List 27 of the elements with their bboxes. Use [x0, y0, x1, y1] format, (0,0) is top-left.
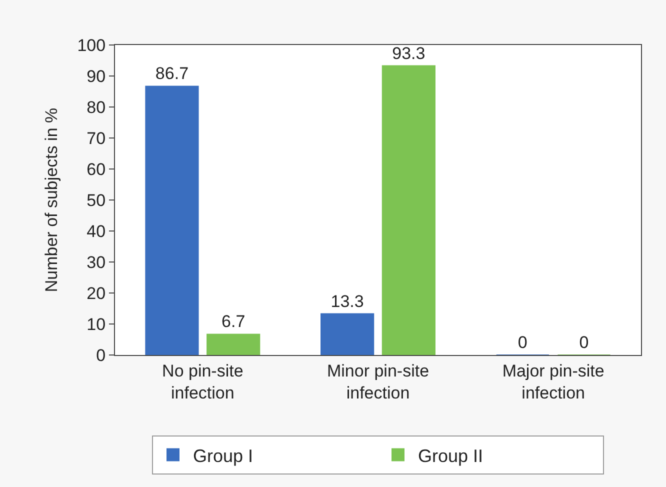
x-tick-label: Major pin-site infection: [502, 361, 604, 402]
y-tick-label: 30: [86, 252, 106, 272]
data-label: 0: [518, 333, 528, 352]
legend-label: Group II: [418, 446, 484, 466]
bar: [320, 313, 374, 355]
y-tick-label: 80: [86, 98, 106, 117]
bar: [206, 334, 260, 355]
y-tick-label: 100: [77, 36, 106, 55]
x-tick-label: Minor pin-site infection: [326, 361, 430, 402]
data-label: 13.3: [330, 292, 364, 311]
data-label: 0: [579, 333, 589, 352]
y-tick-label: 90: [86, 66, 106, 86]
y-axis-title: Number of subjects in %: [42, 108, 61, 292]
bar: [382, 65, 436, 355]
y-tick-label: 40: [86, 222, 106, 241]
y-tick-label: 0: [96, 346, 106, 365]
y-tick-label: 50: [86, 190, 106, 210]
bar: [145, 86, 199, 355]
data-label: 93.3: [392, 44, 426, 63]
y-tick-label: 70: [86, 128, 106, 148]
x-tick-label: No pin-site infection: [162, 361, 244, 402]
legend-label: Group I: [193, 446, 254, 466]
y-tick-label: 20: [86, 284, 106, 303]
data-label: 6.7: [222, 312, 246, 332]
data-label: 86.7: [155, 64, 189, 84]
y-tick-label: 60: [86, 160, 106, 179]
y-tick-label: 10: [86, 314, 106, 334]
